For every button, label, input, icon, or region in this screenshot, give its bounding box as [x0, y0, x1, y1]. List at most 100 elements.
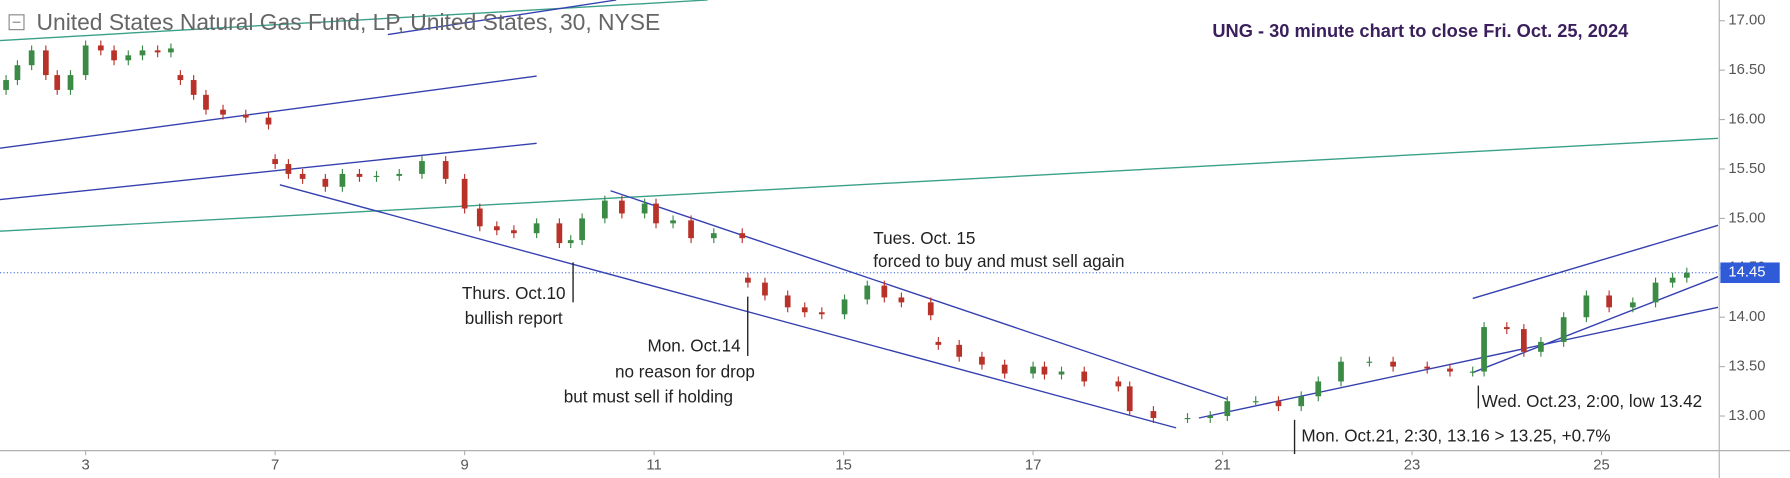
candle-body: [1252, 401, 1259, 403]
candle-body: [177, 75, 184, 81]
candle-body: [190, 80, 197, 95]
y-tick-label: 14.00: [1728, 309, 1765, 325]
annotation-text: no reason for drop: [615, 363, 755, 382]
y-tick-label: 17.00: [1728, 13, 1765, 29]
candle-body: [43, 50, 49, 76]
candle-body: [556, 223, 563, 244]
candle-body: [285, 164, 292, 174]
x-tick-label: 15: [835, 457, 852, 473]
candle-body: [710, 233, 717, 239]
x-tick-label: 21: [1214, 457, 1231, 473]
candle-body: [688, 220, 694, 239]
candle-body: [881, 285, 888, 298]
chart-title: United States Natural Gas Fund, LP, Unit…: [37, 9, 661, 35]
candle-body: [1275, 401, 1282, 407]
annotation-text: Wed. Oct.23, 2:00, low 13.42: [1482, 392, 1702, 411]
candle-body: [265, 117, 272, 125]
annotation-text: Tues. Oct. 15: [873, 229, 975, 248]
trend-line: [279, 184, 1177, 429]
candle-body: [1030, 366, 1036, 374]
y-tick-label: 13.50: [1728, 359, 1765, 375]
y-tick-label: 16.50: [1728, 62, 1765, 78]
candle-body: [745, 277, 751, 283]
x-tick-label: 9: [460, 457, 468, 473]
candle-body: [1503, 327, 1510, 330]
trend-line: [610, 190, 1228, 400]
candle-body: [322, 178, 329, 187]
candle-body: [67, 75, 74, 90]
candle-body: [579, 218, 585, 241]
y-tick-label: 16.00: [1728, 111, 1765, 127]
candle-body: [1560, 317, 1567, 342]
candle-body: [1683, 272, 1690, 278]
annotation-text: forced to buy and must sell again: [873, 252, 1124, 271]
last-price-box: [1720, 262, 1780, 284]
x-tick-label: 23: [1404, 457, 1421, 473]
candle-body: [139, 50, 146, 56]
trend-line: [0, 137, 1719, 232]
candle-body: [1390, 361, 1396, 367]
candle-body: [935, 341, 942, 345]
candle-body: [373, 175, 380, 178]
collapse-icon[interactable]: [8, 14, 25, 31]
candle-body: [1424, 366, 1431, 369]
candle-body: [111, 50, 117, 61]
trend-line: [0, 0, 708, 42]
candle-body: [762, 282, 768, 296]
candle-body: [1058, 371, 1065, 375]
candle-body: [125, 55, 132, 61]
candle-body: [82, 45, 89, 76]
candle-body: [168, 48, 174, 53]
candle-body: [1469, 371, 1476, 373]
candle-body: [1338, 361, 1344, 382]
candle-body: [28, 50, 35, 66]
last-price-label: 14.45: [1728, 265, 1765, 281]
trend-line: [0, 75, 537, 149]
candle-body: [299, 173, 306, 179]
candle-body: [339, 173, 346, 187]
candle-body: [442, 161, 449, 179]
candle-body: [419, 161, 425, 174]
candle-body: [1224, 401, 1231, 417]
candle-body: [1366, 361, 1373, 363]
candle-body: [3, 80, 9, 90]
x-tick-label: 7: [271, 457, 279, 473]
candle-body: [1207, 416, 1214, 419]
candle-body: [670, 220, 676, 224]
trend-line: [0, 142, 537, 201]
candle-body: [784, 295, 791, 308]
trend-line: [1198, 306, 1719, 419]
trend-line: [1472, 224, 1719, 300]
annotation-text: Mon. Oct.14: [647, 336, 741, 355]
annotation-text: but must sell if holding: [564, 388, 733, 407]
candle-body: [818, 312, 825, 315]
candle-body: [1115, 381, 1122, 387]
candle-body: [1447, 368, 1453, 372]
candle-body: [641, 203, 648, 214]
candle-body: [1041, 366, 1048, 375]
chart-subtitle: UNG - 30 minute chart to close Fri. Oct.…: [1212, 20, 1629, 41]
candle-body: [653, 203, 659, 224]
candle-body: [1606, 295, 1612, 308]
candle-body: [493, 226, 500, 231]
candle-body: [1126, 386, 1133, 412]
candle-body: [242, 114, 249, 118]
candle-body: [619, 200, 625, 214]
candle-body: [1583, 295, 1590, 318]
candle-body: [841, 299, 848, 315]
candle-body: [154, 50, 161, 53]
candle-body: [1481, 327, 1487, 372]
candle-body: [1150, 411, 1157, 419]
trend-line: [1472, 276, 1719, 374]
candle-body: [1538, 341, 1544, 352]
candle-body: [54, 75, 61, 90]
candle-body: [864, 285, 871, 300]
candle-body: [1001, 364, 1008, 374]
candle-body: [1629, 302, 1636, 308]
plot-area: [0, 0, 1719, 429]
candle-body: [979, 356, 985, 365]
candle-body: [97, 45, 104, 51]
candle-body: [220, 109, 226, 115]
candle-body: [1081, 371, 1088, 382]
